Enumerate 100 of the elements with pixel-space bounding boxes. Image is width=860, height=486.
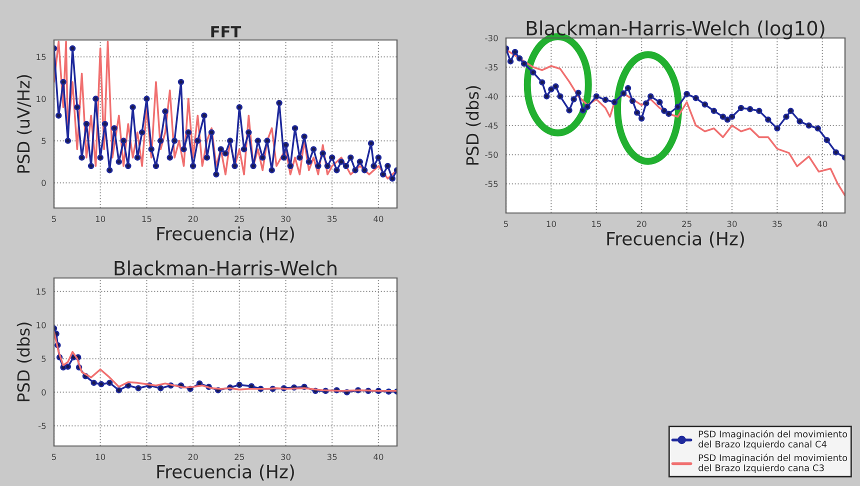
- x-tick-label: 30: [281, 216, 291, 222]
- y-axis-title: PSD (uV/Hz): [16, 75, 32, 173]
- y-tick-label: -40: [485, 93, 498, 100]
- point: [566, 107, 572, 114]
- x-axis-title: Frecuencia (Hz): [157, 464, 294, 481]
- point: [642, 100, 650, 106]
- x-tick-label: 30: [727, 220, 737, 228]
- y-tick-label: -30: [485, 34, 498, 42]
- x-tick-label: 5: [504, 220, 508, 228]
- x-tick-label: 40: [374, 454, 384, 460]
- point: [116, 387, 122, 394]
- x-tick-label: 25: [234, 454, 244, 460]
- point: [746, 106, 754, 112]
- point: [64, 364, 72, 370]
- x-axis-title: Frecuencia (Hz): [157, 226, 294, 243]
- point: [634, 110, 640, 116]
- x-tick-label: 15: [142, 454, 152, 460]
- point: [593, 93, 600, 100]
- x-tick-label: 20: [636, 220, 646, 228]
- point: [98, 381, 104, 388]
- y-tick-label: -5: [38, 422, 46, 430]
- y-tick-label: 0: [42, 180, 46, 186]
- point: [575, 90, 582, 96]
- point: [620, 90, 627, 97]
- point: [765, 116, 772, 123]
- x-tick-label: 35: [772, 220, 782, 228]
- point: [666, 110, 672, 117]
- x-tick-label: 30: [281, 454, 291, 460]
- y-tick-label: -50: [485, 152, 498, 158]
- point: [512, 48, 518, 56]
- chart-title: FFT: [211, 26, 242, 38]
- point: [629, 98, 636, 104]
- point: [611, 99, 618, 106]
- x-tick-label: 15: [142, 216, 152, 222]
- chart-title: Blackman-Harris-Welch (log10): [526, 20, 824, 40]
- x-tick-label: 20: [188, 454, 198, 460]
- point: [520, 60, 528, 67]
- x-tick-label: 10: [96, 216, 106, 222]
- point: [552, 83, 559, 90]
- x-tick-label: 25: [682, 220, 692, 228]
- point: [710, 108, 718, 114]
- point: [236, 382, 243, 388]
- point: [539, 79, 546, 86]
- point: [720, 114, 726, 120]
- y-axis-title: PSD (dbs): [16, 322, 32, 402]
- point: [774, 125, 780, 132]
- point: [106, 380, 113, 386]
- x-tick-label: 20: [188, 216, 198, 222]
- point: [656, 99, 663, 106]
- point: [516, 55, 523, 62]
- point: [661, 108, 668, 114]
- point: [756, 108, 762, 114]
- point: [738, 104, 744, 112]
- x-tick-label: 35: [327, 454, 337, 460]
- y-tick-label: 15: [36, 54, 46, 60]
- point: [135, 385, 142, 392]
- x-tick-label: 10: [96, 454, 106, 460]
- y-tick-label: 10: [36, 322, 46, 328]
- y-tick-label: -45: [485, 122, 498, 129]
- x-tick-label: 15: [592, 220, 601, 228]
- x-axis-title: Frecuencia (Hz): [607, 231, 744, 248]
- y-tick-label: 15: [36, 288, 46, 295]
- x-tick-label: 10: [546, 220, 556, 228]
- y-tick-label: 0: [42, 389, 46, 396]
- x-tick-label: 40: [374, 216, 384, 222]
- point: [638, 115, 645, 122]
- point: [544, 93, 550, 100]
- point: [602, 96, 609, 103]
- point: [557, 93, 564, 100]
- y-tick-label: -55: [485, 180, 498, 188]
- point: [832, 149, 840, 156]
- point: [570, 96, 577, 102]
- point: [783, 114, 790, 120]
- y-tick-label: 10: [36, 96, 46, 102]
- point: [814, 125, 822, 132]
- point: [796, 118, 803, 125]
- x-tick-label: 25: [234, 216, 244, 222]
- point: [728, 114, 736, 120]
- point: [684, 90, 690, 98]
- x-tick-label: 5: [52, 216, 56, 222]
- x-tick-label: 35: [327, 216, 337, 222]
- chart-title: Blackman-Harris-Welch: [114, 260, 336, 276]
- point: [125, 382, 132, 389]
- point: [806, 122, 812, 129]
- point: [90, 380, 97, 386]
- point: [648, 93, 654, 100]
- point: [824, 136, 830, 144]
- point: [157, 385, 164, 392]
- point: [788, 108, 794, 114]
- point: [507, 58, 514, 64]
- legend-label: PSD Imaginación del movimiento del Brazo Izquierdo cana C3: [698, 454, 848, 474]
- point: [584, 104, 590, 110]
- y-axis-title: PSD (dbs): [466, 86, 481, 165]
- y-tick-label: -35: [485, 64, 498, 70]
- x-tick-label: 5: [52, 454, 56, 460]
- y-tick-label: 5: [42, 138, 46, 144]
- x-tick-label: 40: [818, 220, 828, 228]
- point: [580, 107, 586, 114]
- point: [530, 69, 536, 76]
- point: [724, 116, 731, 123]
